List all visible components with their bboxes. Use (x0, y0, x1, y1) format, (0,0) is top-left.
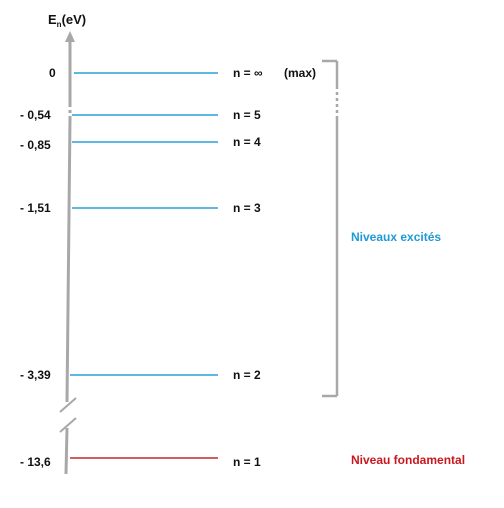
max-label: (max) (284, 66, 316, 80)
axis-label-main: E (48, 12, 57, 27)
n-label-4: n = 4 (233, 135, 261, 149)
n-label-2: n = 2 (233, 368, 261, 382)
excited-levels-label: Niveaux excités (351, 230, 441, 244)
energy-label-n2: - 3,39 (20, 368, 51, 382)
axis-break-mark-upper (59, 397, 77, 413)
axis-break-mark-lower (59, 417, 77, 433)
n-label-inf: n = ∞ (233, 66, 263, 80)
energy-label-n3: - 1,51 (20, 201, 51, 215)
energy-label-n5: - 0,54 (20, 108, 51, 122)
n-label-1: n = 1 (233, 455, 261, 469)
axis-line-middle (65, 117, 72, 403)
energy-label-n-inf: 0 (49, 66, 56, 80)
ground-level-label: Niveau fondamental (351, 453, 465, 467)
energy-label-n1: - 13,6 (20, 455, 51, 469)
n-label-5: n = 5 (233, 108, 261, 122)
axis-line-bottom (64, 427, 69, 475)
energy-label-n4: - 0,85 (20, 138, 51, 152)
axis-arrowhead (65, 31, 75, 42)
axis-label-unit: (eV) (62, 12, 87, 27)
n-label-3: n = 3 (233, 201, 261, 215)
axis-label-sub: n (57, 20, 62, 29)
axis-label: En(eV) (48, 12, 86, 29)
